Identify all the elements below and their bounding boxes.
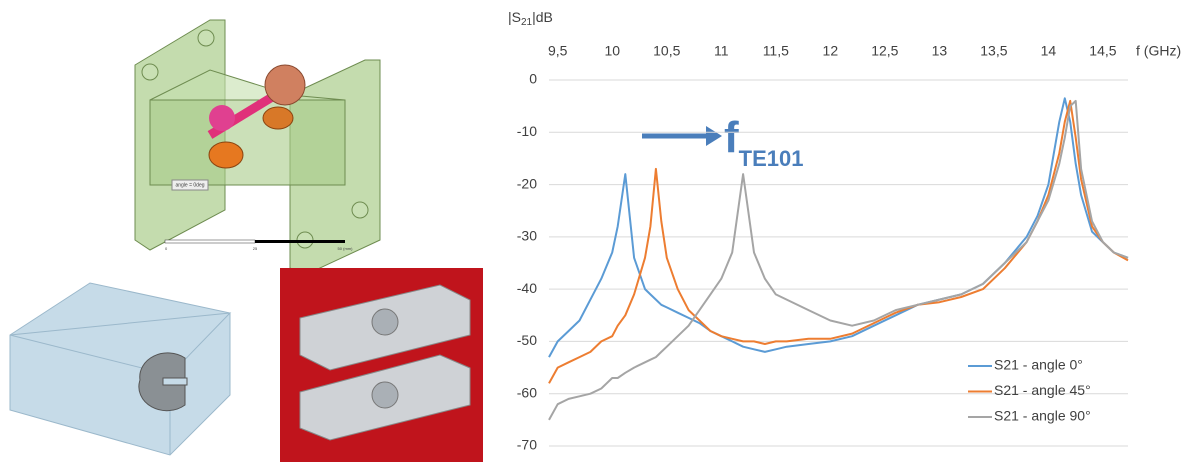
y-tick-label: -40 <box>517 280 537 296</box>
y-tick-label: 0 <box>529 71 537 87</box>
x-tick-label: 14 <box>1041 43 1057 59</box>
x-tick-label: 12 <box>823 43 839 59</box>
photo <box>280 268 483 462</box>
x-axis-label: f (GHz) <box>1136 43 1181 59</box>
x-tick-label: 10,5 <box>653 43 680 59</box>
sim-model <box>9 282 232 456</box>
x-tick-label: 9,5 <box>548 43 568 59</box>
x-tick-label: 13 <box>932 43 948 59</box>
x-tick-label: 11,5 <box>763 43 789 59</box>
cad-label: angle = 0deg <box>175 182 204 188</box>
scale-label: 0 <box>165 246 168 251</box>
series-line <box>548 99 1129 384</box>
series-line <box>548 99 1129 421</box>
y-tick-label: -10 <box>517 123 537 139</box>
legend-label: S21 - angle 90° <box>994 408 1091 424</box>
cad-view: angle = 0deg 0 25 50 (mm) <box>134 19 381 276</box>
x-tick-label: 10 <box>604 43 620 59</box>
y-axis-label: |S21|dB <box>508 9 553 28</box>
x-tick-label: 12,5 <box>871 43 898 59</box>
scale-label: 25 <box>253 246 258 251</box>
annotation-arrow-head <box>706 126 722 146</box>
y-tick-label: -50 <box>517 332 537 348</box>
scale-label: 50 (mm) <box>338 246 354 251</box>
y-tick-label: -70 <box>517 437 537 453</box>
y-tick-label: -30 <box>517 228 537 244</box>
x-tick-label: 14,5 <box>1089 43 1116 59</box>
series-line <box>548 97 1129 358</box>
y-tick-label: -60 <box>517 384 537 400</box>
x-tick-label: 13,5 <box>980 43 1007 59</box>
legend-label: S21 - angle 45° <box>994 382 1091 398</box>
x-tick-label: 11 <box>714 43 729 59</box>
annotation: fTE101 <box>724 113 803 171</box>
legend-label: S21 - angle 0° <box>994 357 1083 373</box>
y-tick-label: -20 <box>517 175 537 191</box>
